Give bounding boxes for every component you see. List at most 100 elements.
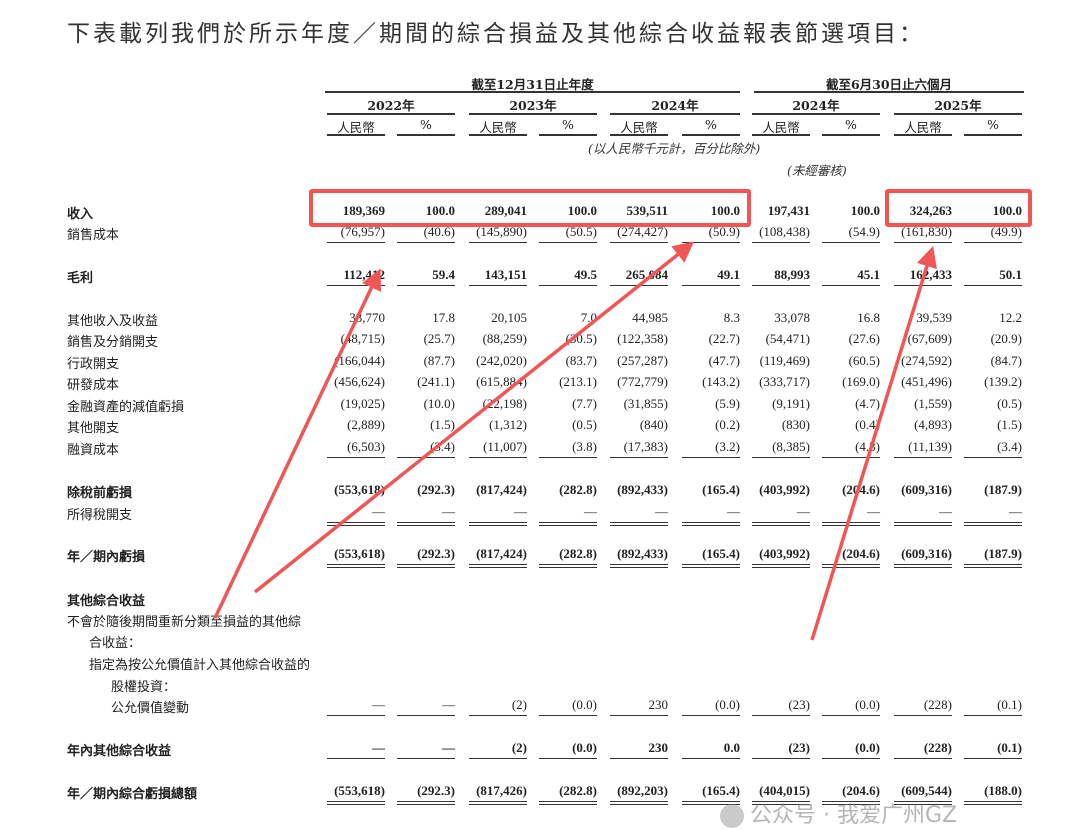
header-year-group: 截至12月31日止年度 <box>471 77 594 92</box>
table-cell: 100.0 <box>710 203 740 218</box>
underline <box>822 801 880 805</box>
row-label: 其他開支 <box>67 421 120 436</box>
underline <box>964 715 1022 716</box>
divider <box>610 113 740 115</box>
table-cell: 230 <box>648 740 669 755</box>
watermark-text: 公众号 · 我爱广州GZ <box>750 803 958 828</box>
table-cell: (22.7) <box>708 331 740 346</box>
unit-note: (以人民幣千元計，百分比除外) <box>588 141 761 156</box>
table-cell: (0.1) <box>997 697 1022 712</box>
row-label: 融資成本 <box>67 443 120 458</box>
table-cell: (23) <box>788 697 810 712</box>
table-cell: (5.9) <box>715 396 740 411</box>
table-cell: (772,779) <box>617 374 668 389</box>
table-cell: (165.4) <box>702 482 740 497</box>
underline <box>822 564 880 568</box>
table-cell: (161,830) <box>901 224 952 239</box>
divider <box>469 113 597 115</box>
underline <box>327 457 385 458</box>
table-cell: (0.2) <box>715 417 740 432</box>
table-cell: 230 <box>648 697 669 712</box>
underline <box>469 242 527 243</box>
underline <box>539 285 597 286</box>
table-cell: (27.6) <box>848 331 880 346</box>
table-cell: (30.5) <box>565 331 597 346</box>
divider <box>964 134 1022 136</box>
underline <box>752 758 810 759</box>
table-cell: (1,312) <box>489 417 527 432</box>
table-cell: — <box>442 697 455 712</box>
divider <box>822 134 880 136</box>
underline <box>327 801 385 805</box>
table-cell: 20,105 <box>491 310 527 325</box>
underline <box>964 801 1022 805</box>
table-cell: (274,427) <box>617 224 668 239</box>
table-cell: (241.1) <box>417 374 455 389</box>
arrow-to-2025h1 <box>810 245 937 641</box>
divider <box>752 113 880 115</box>
divider <box>754 91 1024 93</box>
underline <box>894 285 952 286</box>
table-cell: 59.4 <box>432 267 455 282</box>
row-label: 公允價值變動 <box>111 701 190 716</box>
header-pct: % <box>705 117 717 132</box>
table-cell: (11,007) <box>483 439 527 454</box>
page-title: 下表載列我們於所示年度／期間的綜合損益及其他綜合收益報表節選項目： <box>67 21 925 47</box>
underline <box>610 242 668 243</box>
table-cell: (40.6) <box>423 224 455 239</box>
underline <box>469 801 527 805</box>
table-cell: 539,511 <box>626 203 668 218</box>
underline <box>682 801 740 805</box>
underline <box>610 801 668 805</box>
table-cell: 100.0 <box>567 203 597 218</box>
header-pct: % <box>562 117 574 132</box>
highlight-box-2025-revenue <box>885 189 1032 227</box>
underline <box>397 522 455 526</box>
table-cell: 289,041 <box>484 203 527 218</box>
table-cell: (817,424) <box>476 482 527 497</box>
table-cell: (23) <box>788 740 810 755</box>
table-cell: 33,078 <box>774 310 810 325</box>
underline <box>822 242 880 243</box>
underline <box>539 564 597 568</box>
row-label: 年／期內虧損 <box>67 550 146 565</box>
divider <box>539 134 597 136</box>
table-cell: (0.0) <box>855 697 880 712</box>
table-cell: (1.5) <box>997 417 1022 432</box>
table-cell: 189,369 <box>342 203 385 218</box>
table-cell: (6,503) <box>347 439 385 454</box>
underline <box>752 715 810 716</box>
table-cell: (204.6) <box>842 482 880 497</box>
underline <box>752 457 810 458</box>
table-cell: — <box>797 504 810 519</box>
underline <box>894 522 952 526</box>
underline <box>682 715 740 716</box>
table-cell: — <box>514 504 527 519</box>
table-cell: 39,539 <box>916 310 952 325</box>
table-cell: 17.8 <box>432 310 455 325</box>
underline <box>469 758 527 759</box>
table-cell: (830) <box>781 417 810 432</box>
header-year: 2025年 <box>934 98 982 113</box>
underline <box>964 285 1022 286</box>
underline <box>469 715 527 716</box>
table-cell: (11,139) <box>908 439 952 454</box>
table-cell: (9,191) <box>772 396 810 411</box>
table-cell: (48,715) <box>340 331 385 346</box>
divider <box>894 134 952 136</box>
row-label: 股權投資： <box>111 680 177 695</box>
row-label: 除稅前虧損 <box>67 486 133 501</box>
table-cell: (3.4) <box>997 439 1022 454</box>
divider <box>610 134 668 136</box>
table-cell: (3.4) <box>430 439 455 454</box>
divider <box>327 134 385 136</box>
table-cell: (1,559) <box>914 396 952 411</box>
row-label: 行政開支 <box>67 357 120 372</box>
underline <box>682 564 740 568</box>
header-year: 2024年 <box>651 98 699 113</box>
underline <box>327 758 385 759</box>
underline <box>539 801 597 805</box>
table-cell: (166,044) <box>334 353 385 368</box>
underline <box>822 522 880 526</box>
table-cell: (108,438) <box>759 224 810 239</box>
